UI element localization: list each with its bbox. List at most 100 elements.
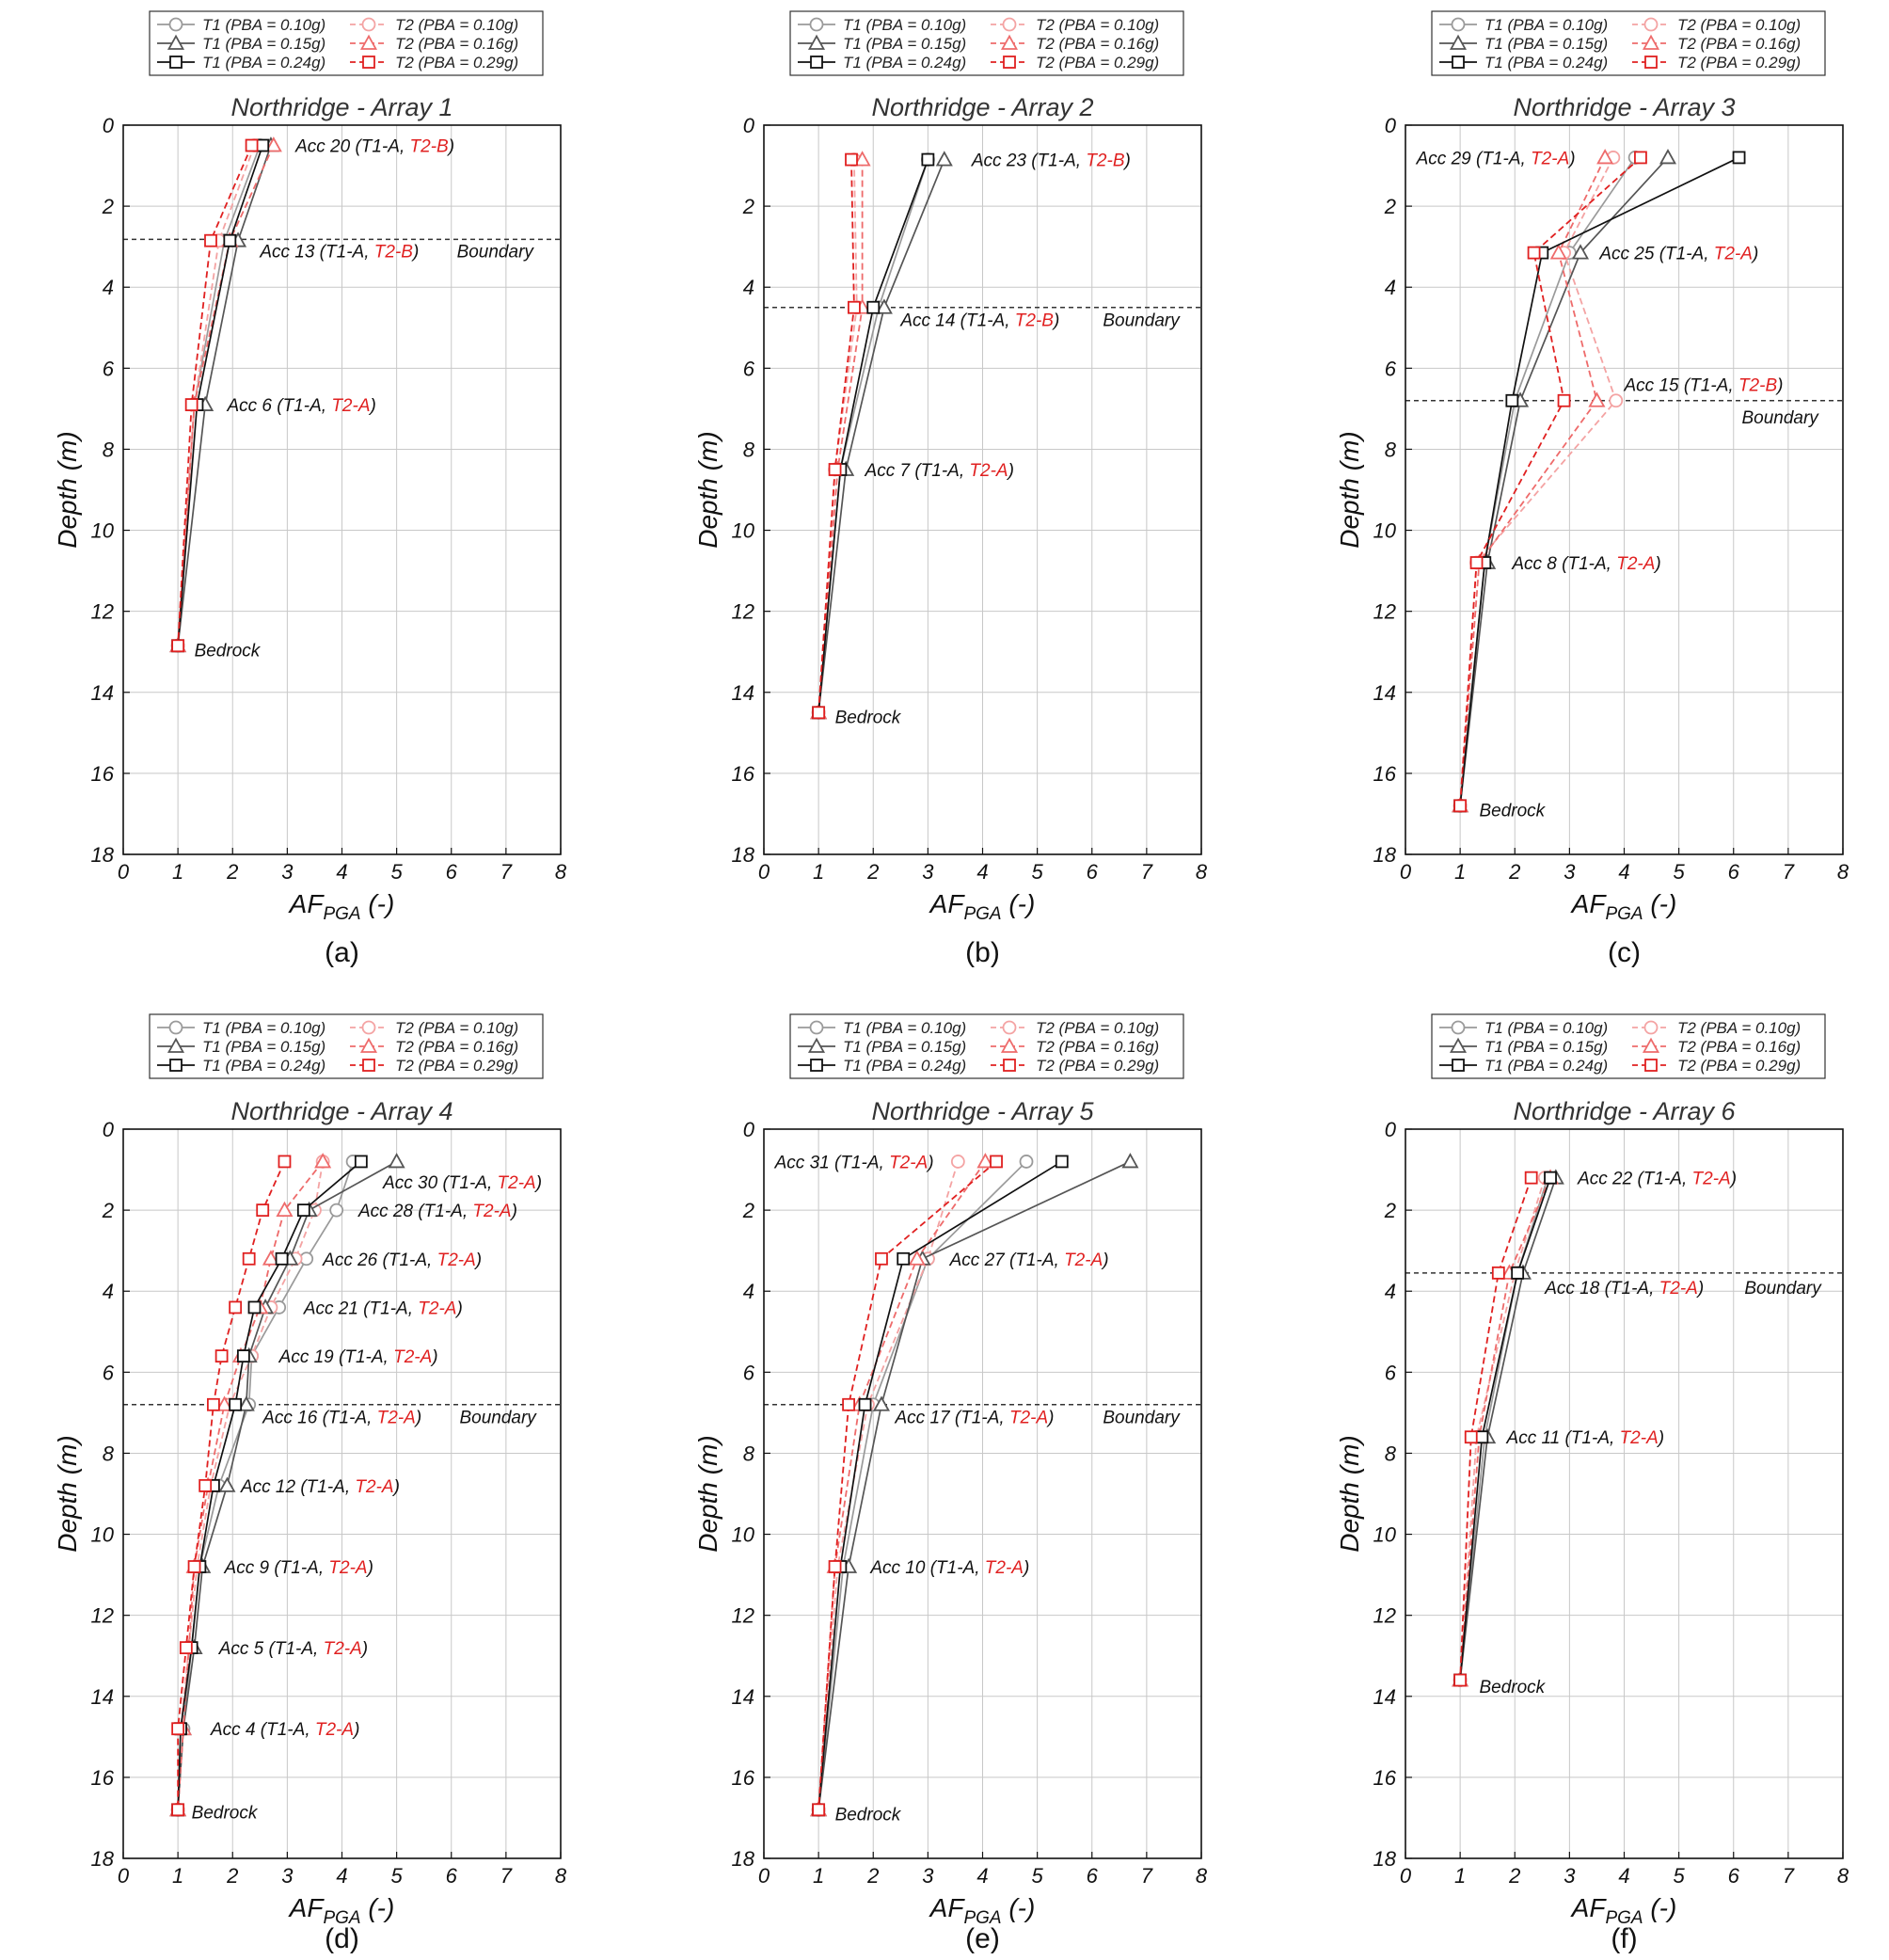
data-point [179, 1641, 193, 1655]
data-point [204, 233, 217, 247]
data-point [858, 1397, 872, 1411]
legend-entry: T2 (PBA = 0.29g) [1677, 54, 1801, 72]
legend-marker [809, 17, 824, 32]
series-line [1459, 1177, 1548, 1681]
legend: T1 (PBA = 0.10g) T2 (PBA = 0.10g) T1 (PBA … [1431, 10, 1826, 76]
chart-title: Northridge - Array 1 [230, 93, 452, 121]
series-line [818, 159, 855, 713]
y-tick-label: 18 [732, 1847, 755, 1871]
y-tick-label: 12 [732, 1604, 754, 1628]
legend-box [1431, 1013, 1826, 1079]
x-tick-label: 3 [1564, 1864, 1576, 1888]
y-tick-label: 14 [732, 681, 754, 705]
bedrock-label: Bedrock [835, 709, 902, 728]
data-point [256, 138, 270, 152]
series-line [177, 145, 253, 646]
legend-marker [809, 1020, 824, 1035]
legend-entry: T2 (PBA = 0.10g) [1036, 1019, 1159, 1037]
y-tick-label: 2 [742, 195, 754, 218]
series-4 [811, 1155, 965, 1817]
chart-panel-5: T1 (PBA = 0.10g) T2 (PBA = 0.10g) T1 (PBA … [693, 1013, 1208, 1954]
legend-marker [168, 17, 183, 32]
legend-entry: T1 (PBA = 0.24g) [1484, 54, 1608, 72]
legend-entry: T2 (PBA = 0.10g) [1677, 1019, 1801, 1037]
x-tick-label: 7 [1141, 1864, 1153, 1888]
data-point [950, 1155, 965, 1169]
plot-frame [763, 124, 1202, 855]
y-tick-label: 0 [1385, 1118, 1397, 1141]
x-tick-label: 8 [555, 1864, 567, 1888]
legend-marker [1003, 56, 1016, 69]
plot-frame [1405, 1128, 1844, 1859]
data-point [207, 1397, 220, 1411]
bedrock-label: Bedrock [195, 642, 262, 661]
boundary-label: Boundary [459, 1409, 537, 1428]
boundary-label: Boundary [1103, 1409, 1181, 1428]
legend-entry: T2 (PBA = 0.29g) [395, 54, 518, 72]
y-tick-label: 14 [91, 1685, 114, 1709]
x-axis-label: AFPGA (-) [929, 1893, 1036, 1928]
data-point [872, 1395, 890, 1411]
y-tick-label: 8 [743, 438, 755, 461]
legend-entry: T1 (PBA = 0.15g) [202, 1038, 325, 1056]
legend-marker [1642, 1037, 1660, 1053]
y-tick-label: 4 [1385, 1280, 1396, 1303]
y-axis-label: Depth (m) [693, 1435, 722, 1552]
x-tick-label: 4 [1618, 1864, 1629, 1888]
legend-box [789, 10, 1184, 76]
data-point [1544, 1171, 1557, 1185]
data-point [1571, 244, 1590, 260]
series-line [818, 1161, 960, 1810]
bedrock-label: Bedrock [1479, 802, 1546, 821]
chart-title: Northridge - Array 4 [230, 1097, 452, 1125]
y-tick-label: 14 [1373, 681, 1396, 705]
y-axis-label: Depth (m) [53, 431, 82, 548]
series-line [177, 1160, 324, 1810]
data-point [897, 1251, 911, 1266]
subplot-label: (c) [1608, 937, 1641, 968]
series-6 [1453, 151, 1647, 813]
legend-entry: T1 (PBA = 0.24g) [202, 1057, 325, 1075]
legend-marker [810, 56, 823, 69]
data-point [229, 1397, 243, 1411]
data-point [1505, 393, 1519, 407]
data-point [264, 136, 282, 152]
series-4 [811, 152, 865, 720]
x-tick-label: 6 [446, 1864, 458, 1888]
legend-entry: T1 (PBA = 0.24g) [1484, 1057, 1608, 1075]
legend-entry: T1 (PBA = 0.15g) [843, 1038, 966, 1056]
series-line [177, 145, 272, 646]
chart-title: Northridge - Array 2 [871, 93, 1093, 121]
x-tick-label: 1 [1454, 860, 1466, 884]
data-point [1596, 149, 1614, 165]
plot-frame [122, 1128, 562, 1859]
series-6 [812, 152, 861, 720]
legend-entry: T1 (PBA = 0.15g) [1484, 1038, 1608, 1056]
legend-entry: T2 (PBA = 0.10g) [395, 16, 518, 34]
data-point [845, 152, 858, 167]
chart-title: Northridge - Array 5 [871, 1097, 1094, 1125]
subplot-label: (f) [1611, 1923, 1637, 1954]
accelerometer-label: Acc 7 (T1-A, T2-A) [865, 461, 1014, 481]
x-tick-label: 4 [976, 1864, 988, 1888]
x-tick-label: 6 [1728, 1864, 1740, 1888]
series-3 [1453, 151, 1746, 813]
y-tick-label: 8 [1385, 1442, 1397, 1465]
data-point [1524, 1171, 1538, 1185]
x-tick-label: 8 [1196, 1864, 1208, 1888]
data-point [1588, 391, 1606, 407]
data-point [866, 300, 881, 314]
x-tick-label: 4 [976, 860, 988, 884]
legend-marker [1002, 17, 1017, 32]
y-tick-label: 4 [743, 276, 754, 299]
plot-frame [763, 1128, 1202, 1859]
accelerometer-label: Acc 11 (T1-A, T2-A) [1506, 1428, 1665, 1448]
series-2 [169, 136, 279, 653]
legend: T1 (PBA = 0.10g) T2 (PBA = 0.10g) T1 (PBA … [149, 10, 544, 76]
legend-entry: T1 (PBA = 0.15g) [843, 35, 966, 53]
x-tick-label: 5 [1032, 860, 1044, 884]
subplot-label: (b) [965, 937, 1000, 968]
legend-entry: T1 (PBA = 0.24g) [202, 54, 325, 72]
data-point [976, 1153, 994, 1169]
x-tick-label: 0 [1400, 860, 1412, 884]
